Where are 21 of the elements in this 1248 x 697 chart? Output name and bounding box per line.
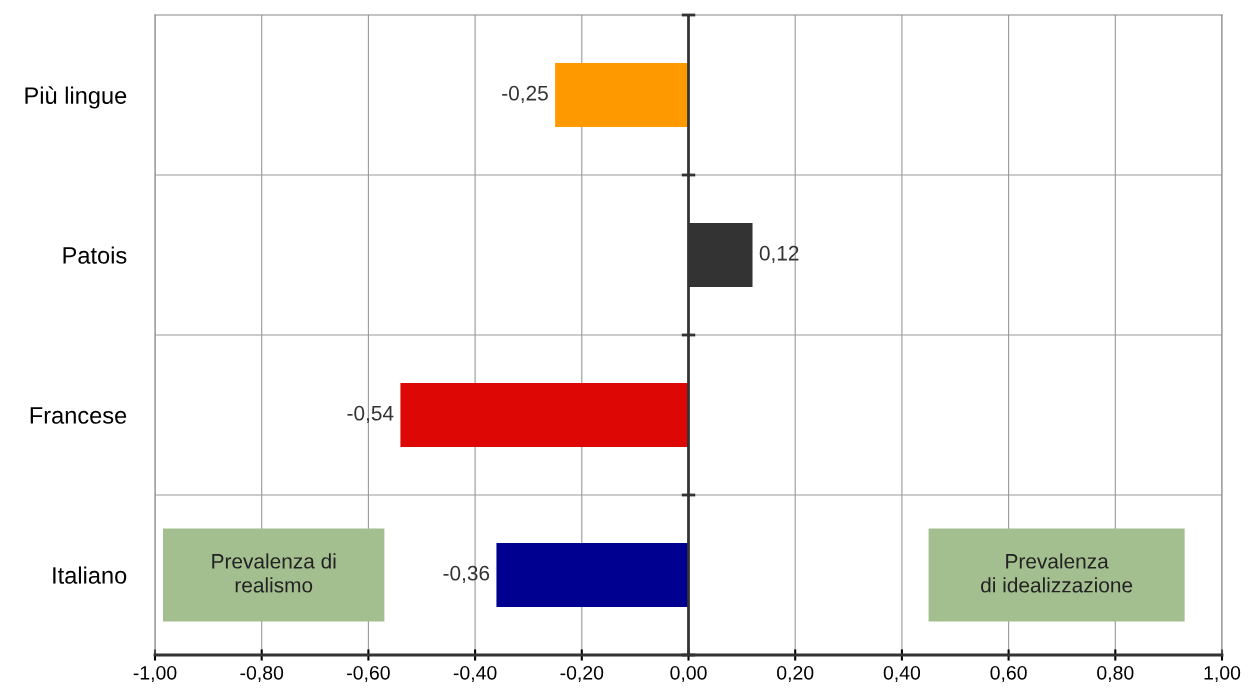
x-tick-label: 1,00: [1204, 665, 1241, 682]
data-label: -0,25: [502, 85, 548, 104]
x-tick-label: 0,00: [670, 665, 707, 682]
data-label: 0,12: [759, 245, 799, 264]
x-tick-label: -0,40: [453, 665, 497, 682]
x-tick-label: 0,80: [1097, 665, 1134, 682]
data-label: -0,54: [347, 405, 394, 424]
x-tick-label: -0,60: [347, 665, 390, 682]
annotation: Prevalenza di idealizzazione: [981, 553, 1133, 593]
y-tick-label: Patois: [63, 246, 127, 264]
y-tick-label: Italiano: [53, 566, 127, 584]
x-tick-label: 0,60: [990, 665, 1027, 682]
y-tick-label: Più lingue: [25, 86, 127, 109]
annotation: Prevalenza di realismo: [212, 553, 336, 593]
x-tick-label: 0,20: [777, 665, 814, 682]
data-label: -0,36: [443, 565, 490, 584]
x-tick-label: -1,00: [133, 665, 177, 682]
y-tick-label: Francese: [30, 407, 127, 424]
x-tick-label: -0,20: [560, 665, 604, 682]
x-tick-label: 0,40: [883, 665, 921, 682]
x-tick-label: -0,80: [240, 665, 284, 682]
